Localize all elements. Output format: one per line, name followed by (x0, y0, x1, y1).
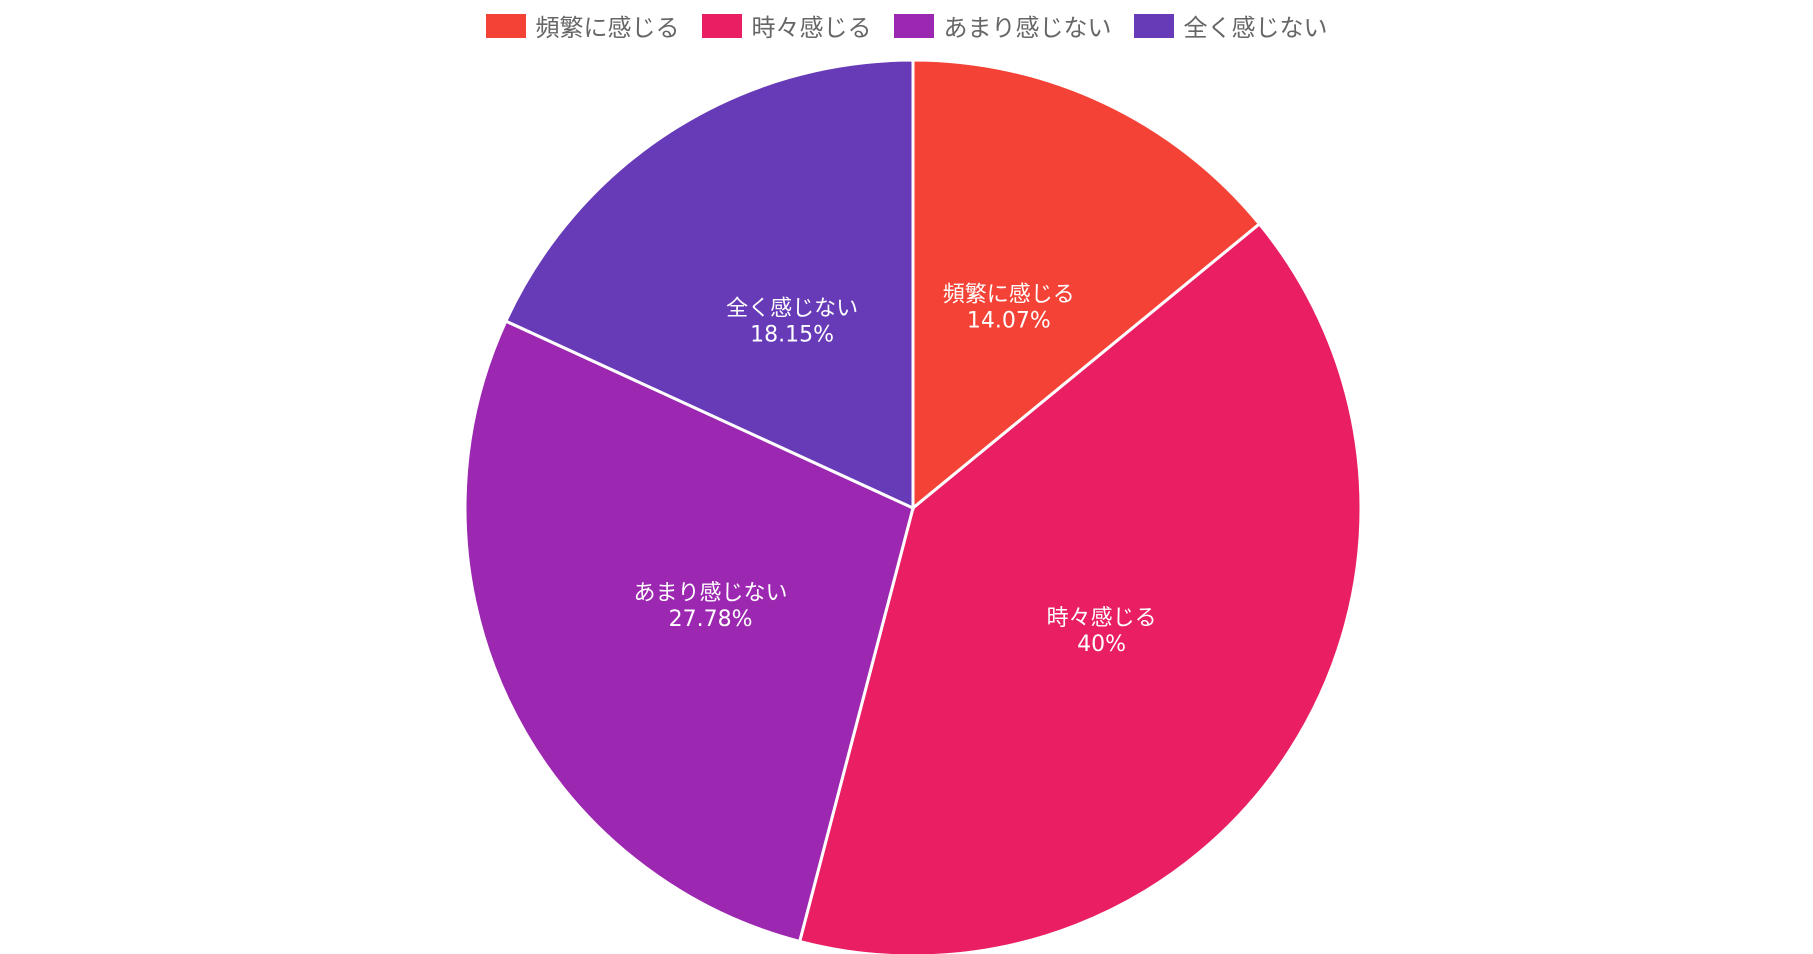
legend-item-rarely[interactable]: あまり感じない (893, 8, 1112, 43)
slice-label-rarely: あまり感じない (634, 581, 788, 606)
slice-label-sometimes: 時々感じる (1047, 606, 1157, 631)
legend-label-never: 全く感じない (1183, 14, 1328, 42)
pie-slice-never[interactable] (503, 58, 915, 511)
legend-swatch-never (1133, 13, 1174, 38)
legend-swatch-rarely (893, 13, 934, 38)
legend-label-frequent: 頻繁に感じる (535, 14, 680, 42)
pie-slice-rarely[interactable] (463, 319, 915, 944)
slice-value-never: 18.15% (750, 322, 834, 347)
legend-swatch-frequent (485, 13, 526, 38)
slice-value-sometimes: 40% (1077, 632, 1126, 657)
slice-value-rarely: 27.78% (669, 607, 753, 632)
legend-item-sometimes[interactable]: 時々感じる (701, 8, 872, 43)
legend-label-rarely: あまり感じない (943, 14, 1112, 42)
legend-label-sometimes: 時々感じる (751, 14, 872, 42)
pie-slice-frequent[interactable] (911, 58, 1262, 512)
chart-legend: 頻繁に感じる 時々感じる あまり感じない 全く感じない (0, 8, 1813, 43)
pie-slice-sometimes[interactable] (797, 221, 1363, 954)
legend-item-never[interactable]: 全く感じない (1133, 8, 1328, 43)
slice-label-frequent: 頻繁に感じる (943, 283, 1075, 308)
legend-item-frequent[interactable]: 頻繁に感じる (485, 8, 680, 43)
slice-value-frequent: 14.07% (967, 309, 1051, 334)
legend-swatch-sometimes (701, 13, 742, 38)
slice-label-never: 全く感じない (726, 296, 858, 321)
